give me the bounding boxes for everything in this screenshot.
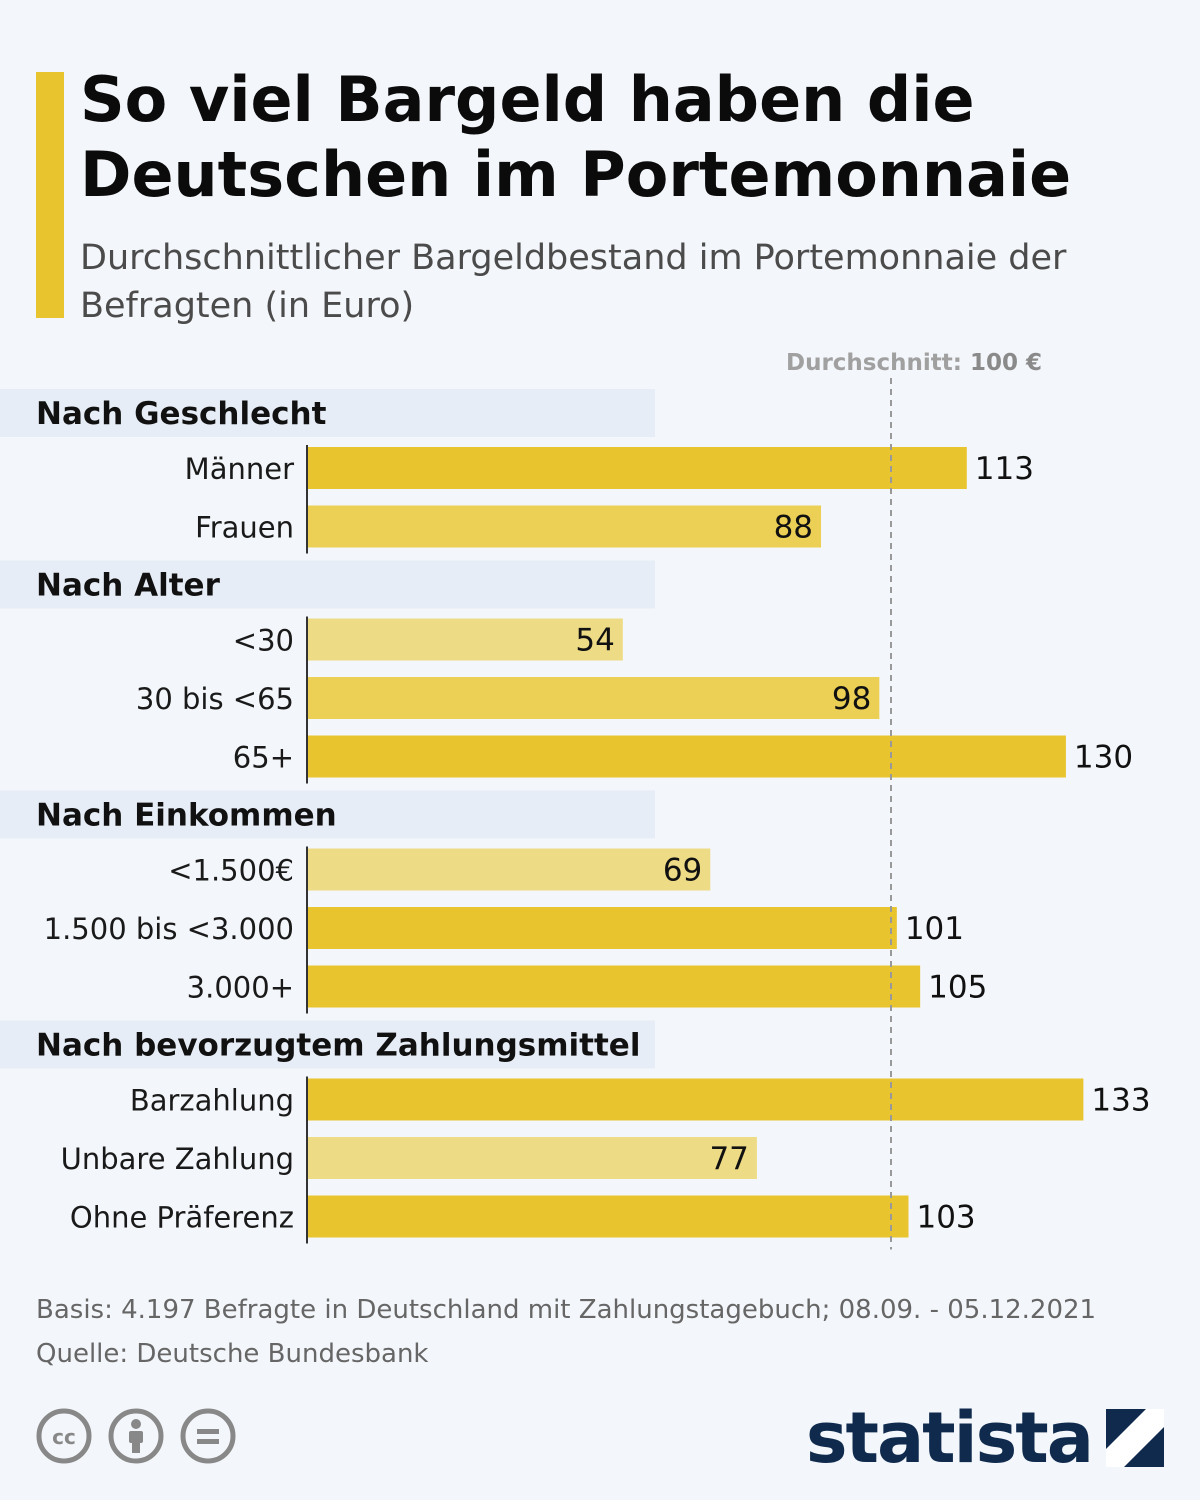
category-label: 1.500 bis <3.000 bbox=[44, 912, 294, 946]
source-note: Quelle: Deutsche Bundesbank bbox=[36, 1339, 429, 1369]
no-derivatives-icon[interactable] bbox=[180, 1408, 236, 1464]
bar bbox=[308, 848, 711, 891]
category-label: <1.500€ bbox=[168, 854, 294, 888]
chart-subtitle: Durchschnittlicher Bargeldbestand im Por… bbox=[80, 238, 1067, 326]
value-label: 113 bbox=[975, 451, 1034, 487]
group-heading: Nach Alter bbox=[36, 568, 221, 604]
svg-text:cc: cc bbox=[52, 1425, 76, 1449]
cc-icon[interactable]: cc bbox=[36, 1408, 92, 1464]
value-label: 133 bbox=[1091, 1083, 1150, 1119]
category-label: 65+ bbox=[233, 741, 294, 775]
footer: Basis: 4.197 Befragte in Deutschland mit… bbox=[36, 1288, 1176, 1376]
value-label: 130 bbox=[1074, 740, 1133, 776]
value-label: 88 bbox=[774, 510, 813, 546]
statista-logo[interactable]: statista bbox=[806, 1398, 1164, 1478]
value-label: 101 bbox=[905, 911, 964, 947]
reference-line-group: Durchschnitt: 100 € bbox=[786, 350, 1042, 1250]
category-label: Ohne Präferenz bbox=[70, 1201, 294, 1235]
bars bbox=[308, 447, 1084, 1238]
bar bbox=[308, 447, 967, 489]
group-band bbox=[0, 1020, 655, 1069]
bar bbox=[308, 735, 1066, 778]
accent-bar bbox=[36, 72, 64, 318]
value-label: 105 bbox=[928, 970, 987, 1006]
bar bbox=[308, 965, 921, 1008]
bar bbox=[308, 505, 822, 548]
group-heading: Nach Geschlecht bbox=[36, 396, 327, 432]
bar bbox=[308, 677, 880, 719]
attribution-icon[interactable] bbox=[108, 1408, 164, 1464]
bar bbox=[308, 1195, 909, 1238]
category-label: <30 bbox=[233, 624, 294, 658]
category-label: Frauen bbox=[195, 511, 294, 545]
group-band bbox=[0, 790, 655, 839]
category-label: 3.000+ bbox=[187, 971, 294, 1005]
category-label: Barzahlung bbox=[130, 1084, 294, 1118]
group-band bbox=[0, 560, 655, 609]
category-label: 30 bis <65 bbox=[136, 682, 294, 716]
bar bbox=[308, 1137, 757, 1179]
statista-wordmark: statista bbox=[805, 1397, 1094, 1479]
value-label: 103 bbox=[916, 1200, 975, 1236]
group-heading: Nach Einkommen bbox=[36, 798, 337, 834]
statista-mark-icon bbox=[1106, 1409, 1164, 1467]
group-bands bbox=[0, 389, 655, 1069]
chart-title: So viel Bargeld haben die Deutschen im P… bbox=[80, 63, 1072, 211]
bar bbox=[308, 1078, 1084, 1121]
bar bbox=[308, 907, 897, 949]
basis-note: Basis: 4.197 Befragte in Deutschland mit… bbox=[36, 1295, 1097, 1325]
category-label: Männer bbox=[185, 452, 294, 486]
group-band bbox=[0, 389, 655, 437]
bar bbox=[308, 618, 623, 661]
group-heading: Nach bevorzugtem Zahlungsmittel bbox=[36, 1028, 640, 1064]
value-label: 69 bbox=[663, 853, 702, 889]
value-label: 54 bbox=[575, 623, 614, 659]
value-label: 98 bbox=[832, 681, 871, 717]
category-label: Unbare Zahlung bbox=[61, 1142, 294, 1176]
labels: Nach Geschlecht Männer 113 Frauen 88 Nach Alt… bbox=[36, 396, 1151, 1236]
value-label: 77 bbox=[709, 1141, 748, 1177]
reference-label: Durchschnitt: 100 € bbox=[786, 350, 1042, 376]
